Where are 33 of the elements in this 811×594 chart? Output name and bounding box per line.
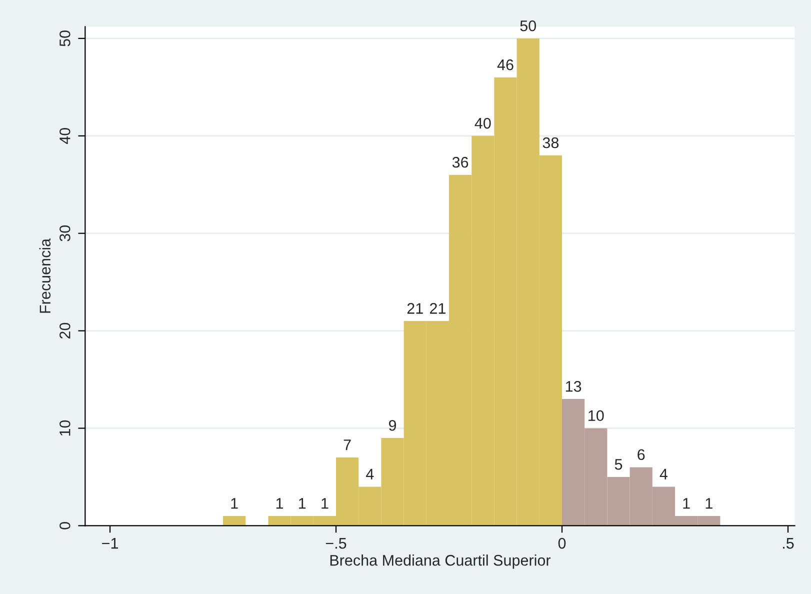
- y-tick-label: 30: [60, 225, 70, 242]
- x-tick-label: −.5: [326, 538, 346, 549]
- data-label: 21: [407, 303, 423, 314]
- y-tick-label: 40: [60, 128, 70, 144]
- data-label: 1: [231, 498, 238, 509]
- x-tick-label: −1: [102, 538, 118, 549]
- data-label: 46: [497, 59, 514, 70]
- data-label: 1: [683, 498, 690, 509]
- data-label: 1: [706, 498, 712, 509]
- data-label: 7: [344, 440, 351, 450]
- y-tick-label: 50: [60, 30, 70, 46]
- data-label: 50: [520, 20, 536, 32]
- data-label: 9: [388, 420, 396, 431]
- data-label: 36: [452, 156, 468, 168]
- data-label: 1: [276, 498, 284, 509]
- data-label: 40: [474, 118, 491, 129]
- y-tick-label: 10: [60, 420, 70, 436]
- data-label: 6: [638, 449, 645, 460]
- data-label: 4: [366, 468, 374, 480]
- y-tick-label: 0: [60, 522, 70, 530]
- data-label: 10: [588, 410, 604, 422]
- data-label: 4: [660, 468, 668, 480]
- data-label: 1: [322, 498, 328, 509]
- y-axis-title: Frecuencia: [39, 238, 51, 313]
- data-label: 38: [542, 137, 559, 148]
- data-label: 21: [430, 303, 446, 314]
- data-label: 13: [566, 380, 582, 392]
- x-tick-label: 0: [558, 538, 566, 549]
- data-label: 5: [614, 459, 622, 470]
- x-tick-label: .5: [783, 538, 794, 549]
- x-axis-title: Brecha Mediana Cuartil Superior: [330, 554, 551, 569]
- data-label: 1: [299, 498, 306, 509]
- y-tick-label: 20: [60, 322, 70, 339]
